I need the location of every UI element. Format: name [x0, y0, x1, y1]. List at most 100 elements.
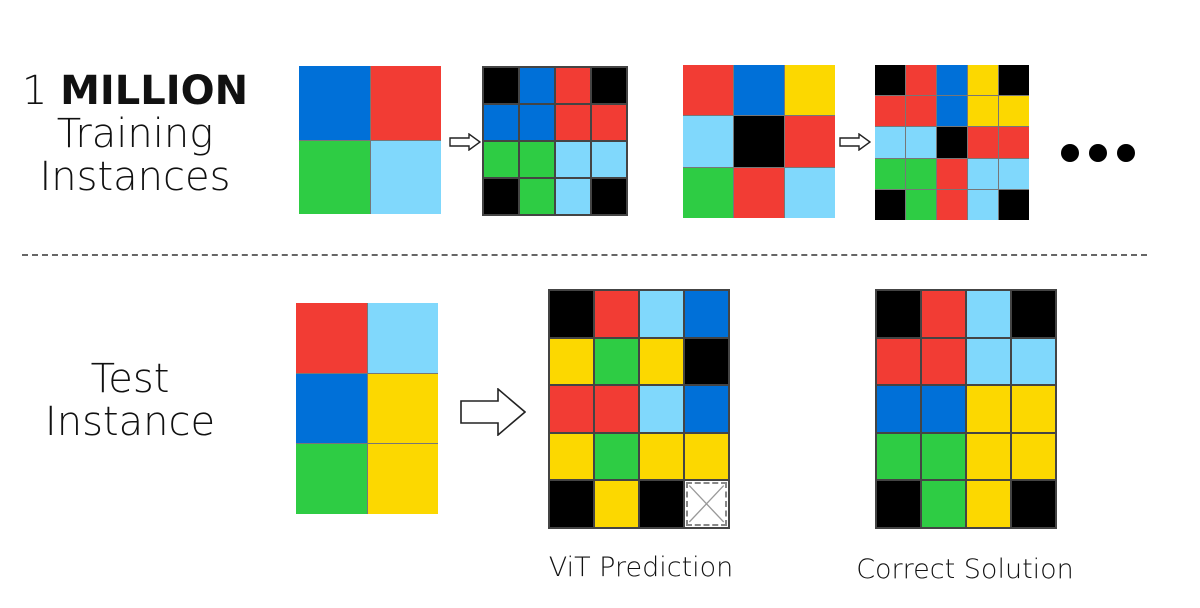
- cell-black: [877, 291, 920, 337]
- cell-yellow: [967, 481, 1010, 527]
- cell-black: [875, 65, 905, 96]
- cell-yellow: [967, 433, 1010, 480]
- cell-black: [1012, 291, 1055, 337]
- cell-green: [877, 433, 920, 480]
- cell-light-blue: [640, 386, 683, 432]
- cell-yellow: [785, 65, 835, 116]
- cell-green: [520, 179, 554, 214]
- cell-yellow: [1012, 433, 1055, 480]
- cell-yellow: [967, 386, 1010, 432]
- cell-yellow: [550, 433, 593, 480]
- cell-blue: [520, 68, 554, 103]
- cell-blue: [296, 373, 367, 444]
- cell-green: [922, 481, 965, 527]
- cell-light-blue: [967, 338, 1010, 385]
- cell-light-blue: [967, 291, 1010, 337]
- cell-light-blue: [683, 116, 733, 167]
- cell-light-blue: [968, 158, 998, 189]
- cell-light-blue: [999, 158, 1029, 189]
- cell-blue: [520, 105, 554, 140]
- cell-red: [556, 105, 590, 140]
- cell-black: [592, 68, 626, 103]
- cell-black: [999, 65, 1029, 96]
- ellipsis-icon: [1061, 144, 1135, 162]
- training-label-line3: Instances: [39, 154, 231, 201]
- cell-green: [484, 142, 518, 177]
- cell-yellow: [367, 444, 438, 514]
- cell-blue: [484, 105, 518, 140]
- arrow-right-icon: [839, 133, 871, 151]
- cell-green: [922, 433, 965, 480]
- cell-black: [550, 291, 593, 337]
- cell-black: [550, 481, 593, 527]
- cell-black: [937, 127, 967, 158]
- cell-blue: [734, 65, 784, 116]
- cell-green: [683, 167, 733, 218]
- cell-yellow: [640, 433, 683, 480]
- cell-blue: [299, 66, 370, 140]
- cell-green: [595, 338, 638, 385]
- cell-red: [734, 167, 784, 218]
- cell-yellow: [550, 338, 593, 385]
- cell-black: [734, 116, 784, 167]
- cell-black: [484, 179, 518, 214]
- cell-red: [296, 303, 367, 373]
- cell-red: [595, 291, 638, 337]
- cell-red: [906, 65, 936, 96]
- cell-light-blue: [556, 142, 590, 177]
- cell-green: [299, 140, 370, 214]
- cell-red: [592, 105, 626, 140]
- cell-light-blue: [592, 142, 626, 177]
- cell-yellow: [968, 65, 998, 96]
- training-count-bold: MILLION: [60, 68, 249, 114]
- cell-black: [999, 189, 1029, 220]
- test-label-line2: Instance: [44, 399, 216, 446]
- training-example-1-output-grid: [482, 66, 628, 216]
- cell-black: [484, 68, 518, 103]
- cell-red: [550, 386, 593, 432]
- cell-blue: [937, 65, 967, 96]
- vit-prediction-caption: ViT Prediction: [548, 552, 734, 583]
- correct-solution-grid: [875, 289, 1057, 529]
- cell-green: [595, 433, 638, 480]
- training-example-1-input-grid: [299, 66, 441, 214]
- cell-light-blue: [640, 291, 683, 337]
- cell-light-blue: [367, 303, 438, 373]
- cell-blue: [922, 386, 965, 432]
- cell-yellow: [968, 96, 998, 127]
- arrow-right-icon: [449, 133, 481, 151]
- cell-red: [595, 386, 638, 432]
- training-example-2-output-grid: [875, 65, 1029, 220]
- test-input-grid: [296, 303, 438, 514]
- cell-yellow: [685, 433, 728, 480]
- section-divider: [22, 254, 1147, 256]
- training-label: 1 MILLION Training Instances: [10, 68, 260, 201]
- cell-green: [906, 189, 936, 220]
- cell-light-blue: [875, 127, 905, 158]
- training-example-2-input-grid: [683, 65, 835, 218]
- cell-yellow: [1012, 386, 1055, 432]
- test-label-line1: Test: [90, 356, 170, 402]
- cell-blue: [937, 96, 967, 127]
- cell-black: [592, 179, 626, 214]
- cell-black: [685, 338, 728, 385]
- cell-red: [937, 158, 967, 189]
- cell-light-blue: [906, 127, 936, 158]
- cell-red: [875, 96, 905, 127]
- cell-blue: [877, 386, 920, 432]
- cross-icon: [688, 485, 725, 523]
- training-count: 1: [21, 68, 48, 114]
- cell-red: [906, 96, 936, 127]
- cell-blue: [685, 386, 728, 432]
- cell-light-blue: [370, 140, 441, 214]
- cell-green: [520, 142, 554, 177]
- cell-black: [875, 189, 905, 220]
- cell-yellow: [367, 373, 438, 444]
- cell-red: [556, 68, 590, 103]
- cell-red: [922, 338, 965, 385]
- cell-red: [877, 338, 920, 385]
- cell-red: [999, 127, 1029, 158]
- cell-green: [296, 444, 367, 514]
- correct-solution-caption: Correct Solution: [856, 554, 1074, 585]
- cell-green: [875, 158, 905, 189]
